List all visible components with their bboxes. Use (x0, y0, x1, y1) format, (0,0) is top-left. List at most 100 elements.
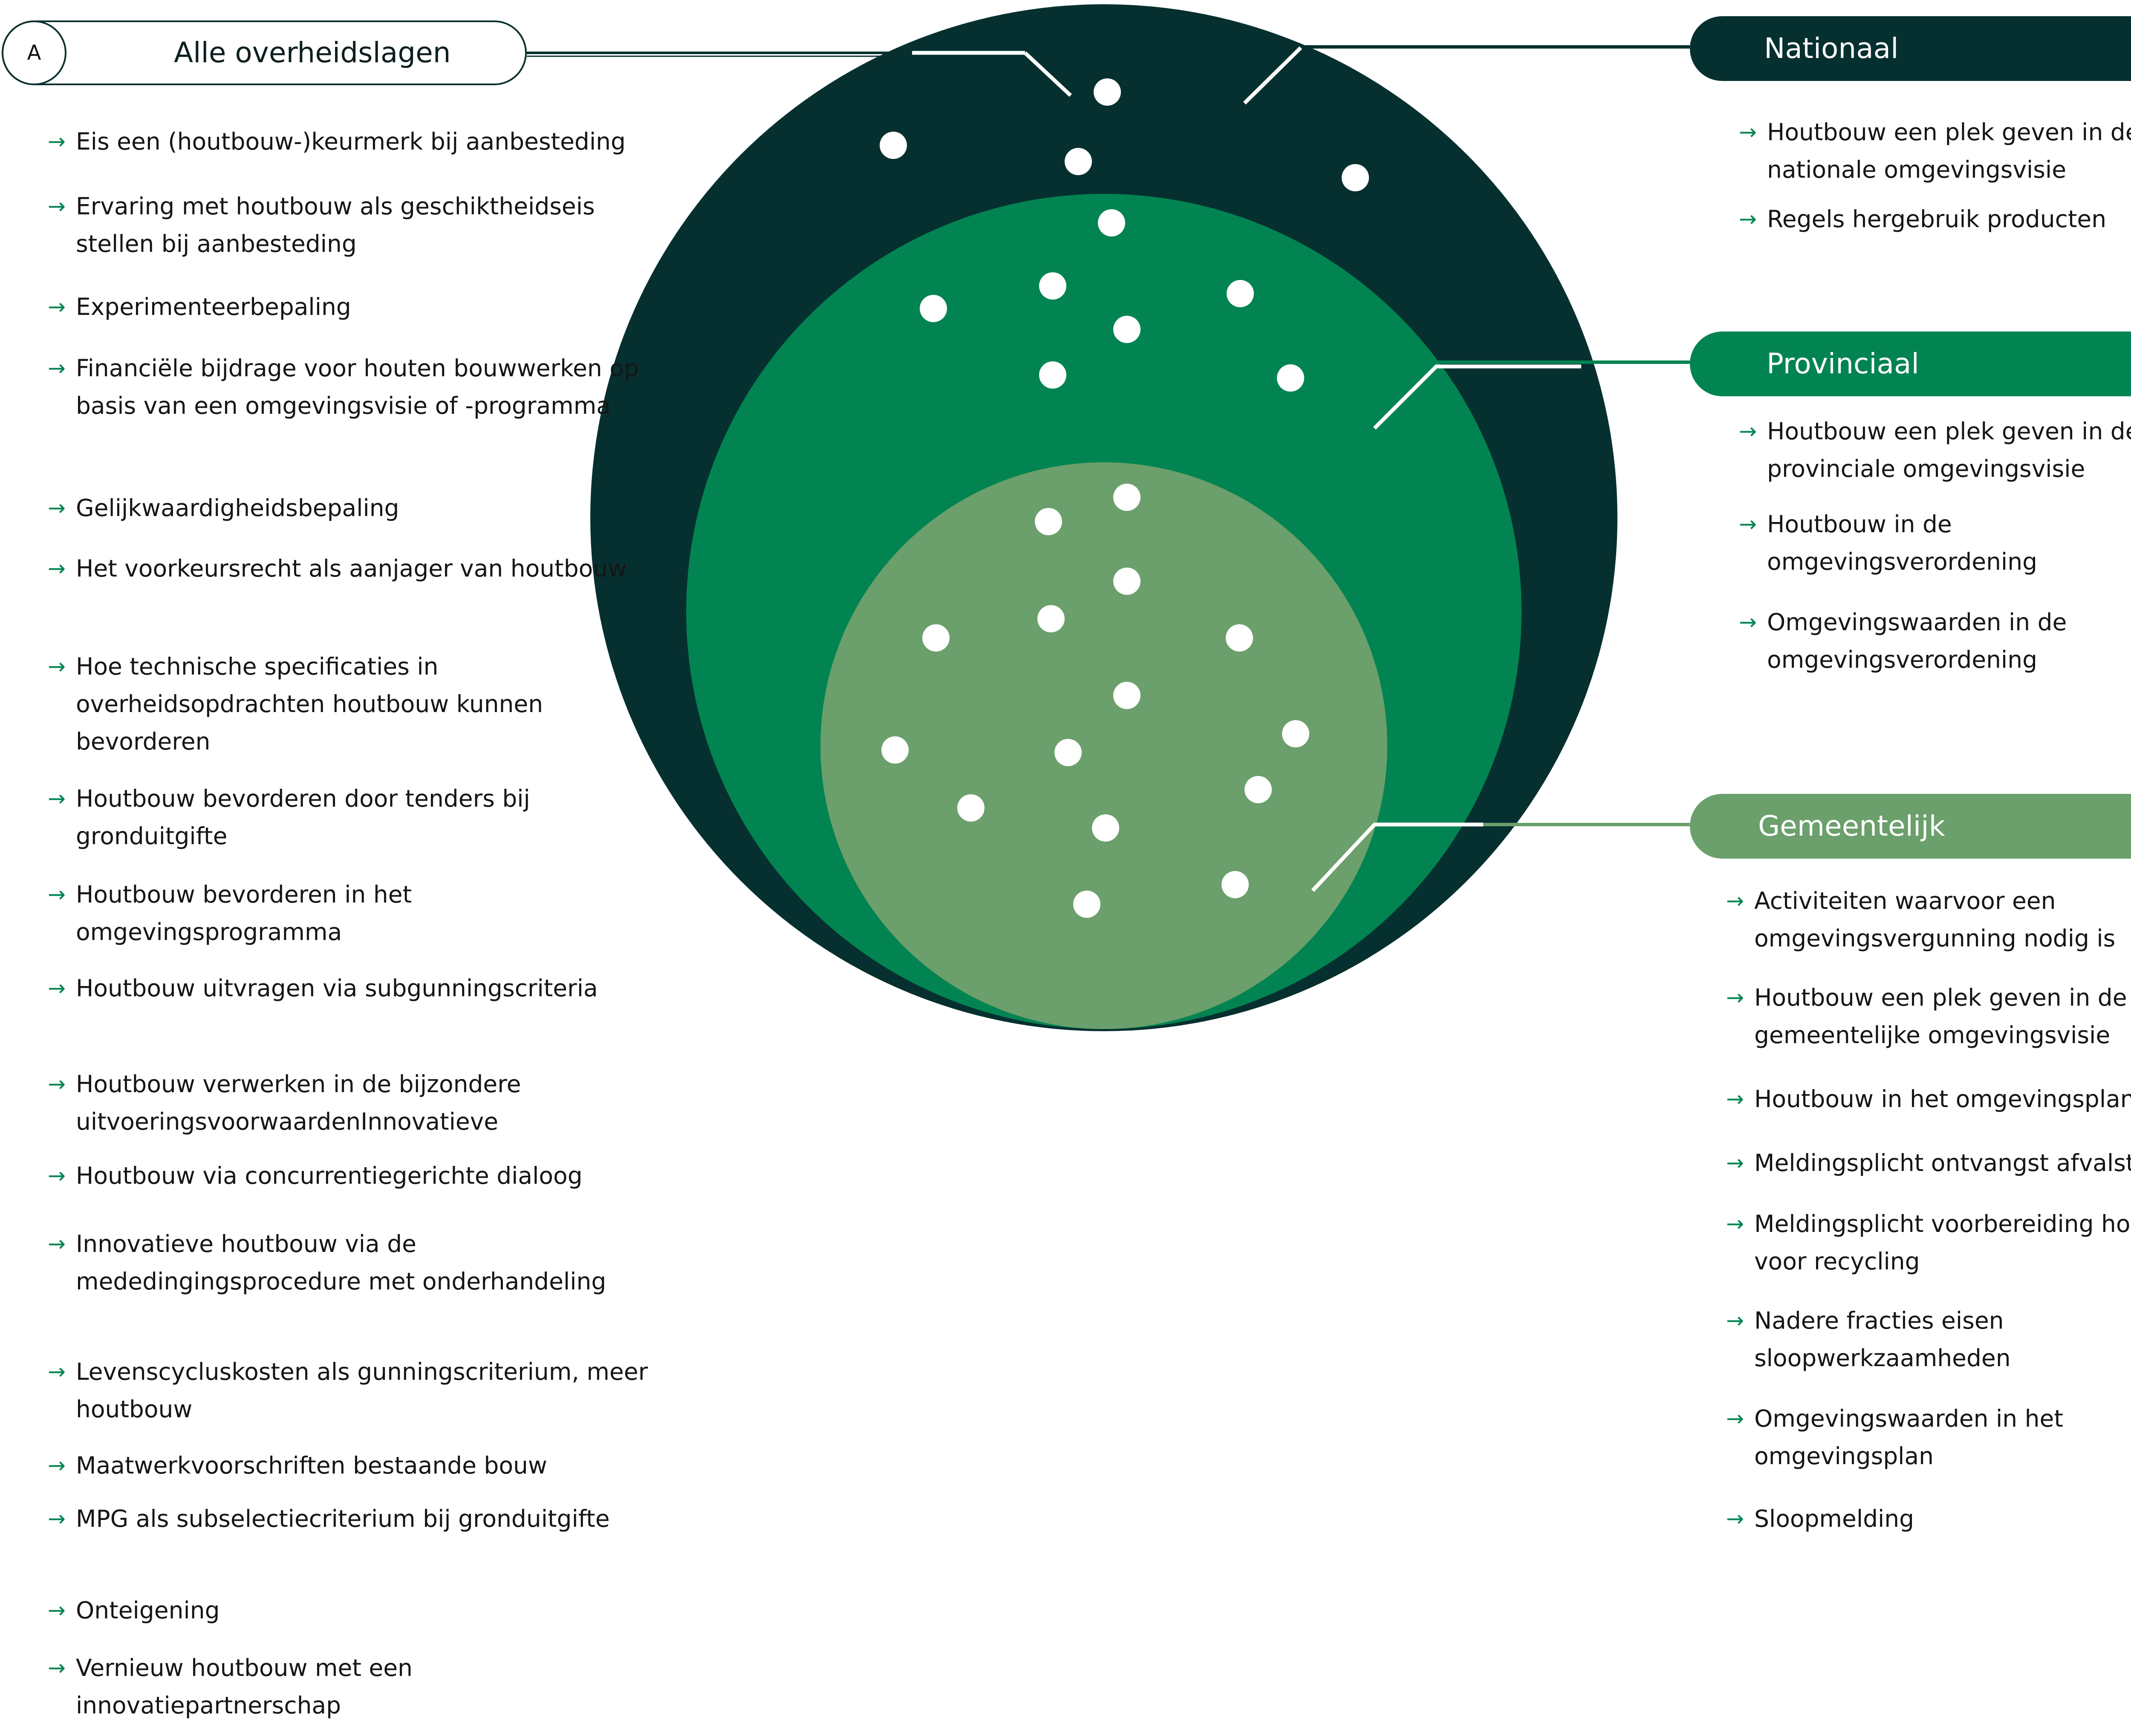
level-label-nationaal: Nationaal (1764, 32, 1899, 65)
level-pill-provinciaal: Provinciaal Pr (1690, 332, 2131, 396)
dot (1113, 568, 1141, 595)
arrow-right-icon: → (48, 496, 66, 520)
list-item-label: Houtbouw in de omgevingsverordening (1767, 510, 2037, 575)
list-item-label: Vernieuw houtbouw met een innovatiepartn… (76, 1654, 413, 1719)
list-item-label: Levenscycluskosten als gunningscriterium… (76, 1358, 648, 1423)
dots-gemeentelijk (881, 484, 1309, 918)
dot (880, 132, 907, 159)
dot (1342, 164, 1369, 191)
list-item-label: Experimenteerbepaling (76, 293, 351, 320)
list-item-label: Houtbouw verwerken in de bijzondere uitv… (76, 1070, 521, 1135)
arrow-right-icon: → (1726, 985, 1744, 1010)
list-item-label: Onteigening (76, 1597, 220, 1624)
list-item-label: Houtbouw uitvragen via subgunningscriter… (76, 975, 598, 1002)
dot (1282, 720, 1309, 747)
dot (881, 736, 909, 764)
arrow-right-icon: → (1739, 120, 1757, 144)
dot (1277, 364, 1304, 392)
arrow-right-icon: → (48, 976, 66, 1001)
list-item-label: Houtbouw via concurrentiegerichte dialoo… (76, 1162, 583, 1189)
level-label-alle: Alle overheidslagen (174, 36, 451, 69)
list-item-label: Omgevingswaarden in het omgevingsplan (1754, 1405, 2063, 1470)
arrow-right-icon: → (1726, 1211, 1744, 1236)
list-item: → Het voorkeursrecht als aanjager van hou… (48, 550, 653, 587)
list-item-label: Het voorkeursrecht als aanjager van hout… (76, 555, 627, 582)
arrow-right-icon: → (1739, 419, 1757, 444)
level-label-gemeentelijk: Gemeentelijk (1758, 810, 1945, 842)
list-item-label: Gelijkwaardigheidsbepaling (76, 494, 399, 522)
list-item-label: Maatwerkvoorschriften bestaande bouw (76, 1452, 547, 1479)
arrow-right-icon: → (1726, 1151, 1744, 1175)
dot (920, 295, 947, 322)
arrow-right-icon: → (48, 1072, 66, 1096)
arrow-right-icon: → (1739, 207, 1757, 231)
list-item: → Houtbouw via concurrentiegerichte dialo… (48, 1157, 653, 1194)
dot (1094, 78, 1121, 106)
dot (1245, 776, 1272, 803)
arrow-right-icon: → (48, 1655, 66, 1680)
arrow-right-icon: → (48, 882, 66, 907)
dot (922, 624, 950, 652)
connector-alle (527, 51, 1072, 97)
dot (1221, 871, 1249, 898)
dot (1039, 361, 1066, 389)
arrow-right-icon: → (48, 356, 66, 381)
list-item: → Financiële bijdrage voor houten bouwwer… (48, 349, 653, 424)
list-item: → Sloopmelding (1726, 1500, 2131, 1537)
list-item: → Eis een (houtbouw-)keurmerk bij aanbest… (48, 123, 653, 160)
arrow-right-icon: → (48, 129, 66, 154)
list-item: → Vernieuw houtbouw met een innovatiepart… (48, 1649, 653, 1724)
dot (1227, 280, 1254, 307)
dot (1039, 272, 1066, 300)
list-item: → Gelijkwaardigheidsbepaling (48, 489, 653, 527)
list-item-label: Houtbouw bevorderen in het omgevingsprog… (76, 881, 412, 946)
arrow-right-icon: → (48, 1163, 66, 1188)
arrow-right-icon: → (48, 786, 66, 811)
arrow-right-icon: → (48, 1453, 66, 1478)
dots-provinciaal (920, 209, 1304, 392)
dot (957, 794, 985, 822)
list-item-label: Ervaring met houtbouw als geschiktheidse… (76, 193, 595, 257)
arrow-right-icon: → (48, 1231, 66, 1256)
list-item: → Omgevingswaarden in de omgevingsverorde… (1739, 603, 2131, 678)
list-item: → Houtbouw een plek geven in de provincia… (1739, 412, 2131, 487)
list-item: → Activiteiten waarvoor een omgevingsverg… (1726, 882, 2131, 957)
arrow-right-icon: → (48, 294, 66, 319)
dot (1092, 814, 1119, 842)
arrow-right-icon: → (1726, 1506, 1744, 1531)
dot (1113, 484, 1141, 511)
list-item: → Experimenteerbepaling (48, 288, 653, 326)
connector-nationaal (1243, 45, 1690, 105)
list-item: → Meldingsplicht voorbereiding houtafval … (1726, 1205, 2131, 1280)
list-item: → Hoe technische specificaties in overhei… (48, 648, 653, 760)
list-item: → Houtbouw uitvragen via subgunningscrite… (48, 969, 653, 1007)
connector-gemeentelijk (1311, 822, 1690, 892)
list-item-label: Activiteiten waarvoor een omgevingsvergu… (1754, 887, 2116, 952)
arrow-right-icon: → (1726, 888, 1744, 913)
list-item: → Innovatieve houtbouw via de mededinging… (48, 1225, 653, 1300)
list-item: → Houtbouw in het omgevingsplan (1726, 1080, 2131, 1118)
list-item: → Levenscycluskosten als gunningscriteriu… (48, 1353, 653, 1428)
arrow-right-icon: → (1726, 1308, 1744, 1333)
list-item-label: Meldingsplicht ontvangst afvalstoffen (1754, 1149, 2131, 1177)
arrow-right-icon: → (48, 1359, 66, 1384)
dot (1113, 316, 1141, 343)
dot (1054, 739, 1082, 766)
list-item: → Houtbouw bevorderen door tenders bij gr… (48, 780, 653, 855)
arrow-right-icon: → (1739, 610, 1757, 634)
arrow-right-icon: → (1726, 1087, 1744, 1111)
list-item-label: Nadere fracties eisen sloopwerkzaamheden (1754, 1307, 2011, 1372)
dot (1035, 508, 1062, 535)
list-item-label: Houtbouw bevorderen door tenders bij gro… (76, 785, 530, 850)
list-item: → Houtbouw bevorderen in het omgevingspro… (48, 876, 653, 951)
list-item: → Houtbouw verwerken in de bijzondere uit… (48, 1065, 653, 1140)
dot (1073, 891, 1100, 918)
dot (1226, 624, 1253, 652)
dot (1037, 605, 1065, 632)
list-item-label: Innovatieve houtbouw via de mededingings… (76, 1230, 606, 1295)
list-item-label: Regels hergebruik producten (1767, 205, 2107, 233)
list-item-label: Omgevingswaarden in de omgevingsverorden… (1767, 608, 2067, 673)
connector-provinciaal (1373, 360, 1690, 430)
list-item: → Maatwerkvoorschriften bestaande bouw (48, 1447, 653, 1484)
arrow-right-icon: → (1739, 512, 1757, 536)
